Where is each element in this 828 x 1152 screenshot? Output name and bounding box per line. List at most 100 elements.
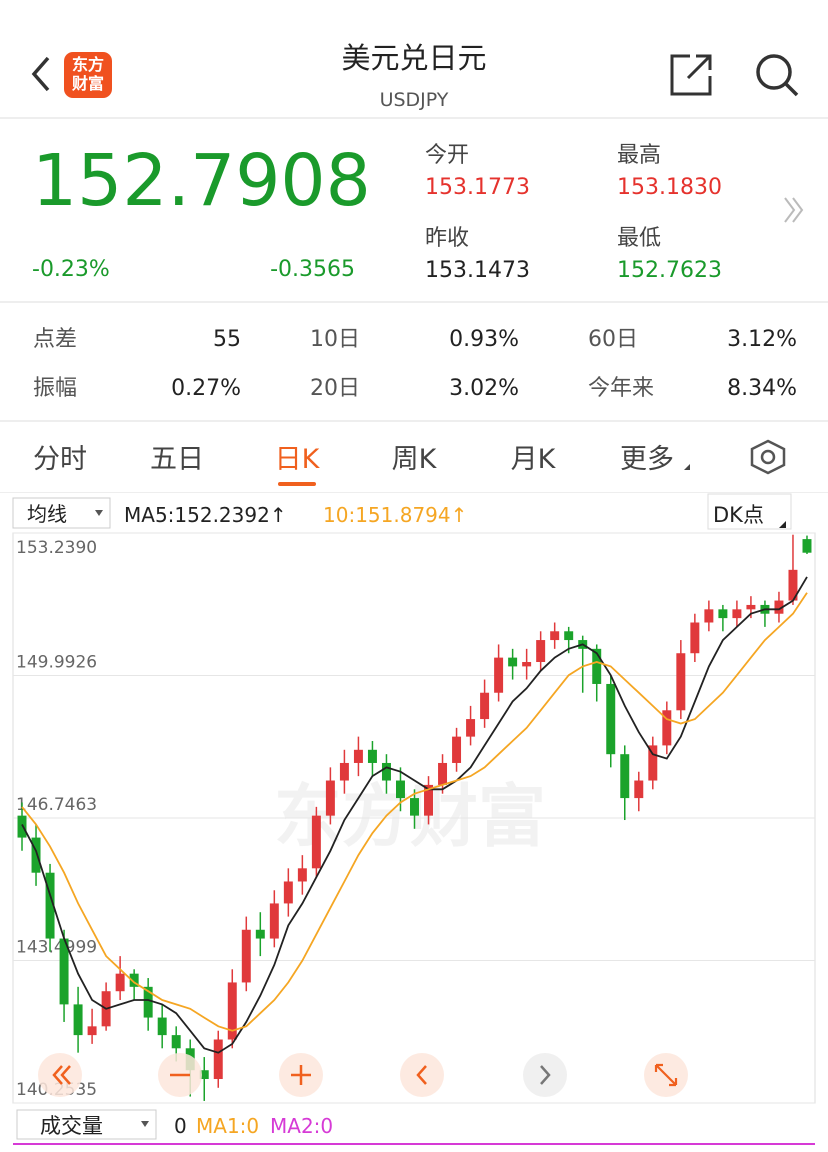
candle-body xyxy=(802,539,812,553)
candle-body xyxy=(480,692,490,720)
mode: DK点 xyxy=(713,503,764,527)
field-value: 153.1830 xyxy=(617,175,722,200)
candle-body xyxy=(227,982,237,1040)
prev-button[interactable] xyxy=(400,1053,444,1097)
logo[interactable] xyxy=(64,52,112,98)
candle-body xyxy=(143,986,153,1018)
mode-button[interactable] xyxy=(707,493,792,530)
volume-label: 成交量 xyxy=(40,1114,103,1138)
tab[interactable]: 更多 xyxy=(620,444,674,475)
ma10-label: 10:151.8794↑ xyxy=(323,503,467,527)
stat-value: 0.93% xyxy=(449,327,519,352)
ma5-label: MA5:152.2392↑ xyxy=(124,503,287,527)
icon xyxy=(291,1065,311,1085)
field-value: 152.7623 xyxy=(617,258,722,283)
candle-body xyxy=(704,609,714,623)
candle-body xyxy=(367,749,377,763)
candle-body xyxy=(564,631,574,641)
icon xyxy=(416,1065,427,1085)
candle-body xyxy=(508,657,518,667)
tab[interactable]: 日K xyxy=(275,444,321,475)
candle-body xyxy=(255,929,265,939)
candle-body xyxy=(494,657,504,693)
candle-body xyxy=(17,815,27,838)
corner-icon xyxy=(779,521,786,528)
share-button[interactable] xyxy=(670,54,712,96)
subtitle: USDJPY xyxy=(380,89,449,111)
volume-line xyxy=(13,1143,815,1145)
candle-body xyxy=(339,762,349,781)
indicator-select[interactable] xyxy=(12,497,111,529)
candle-body xyxy=(297,868,307,882)
candle-body xyxy=(438,762,448,785)
candle-body xyxy=(381,762,391,781)
price: 152.7908 xyxy=(32,139,371,222)
candle-body xyxy=(424,784,434,816)
dropdown-icon xyxy=(95,510,103,516)
volume-select[interactable] xyxy=(16,1109,157,1140)
stat-value: 0.27% xyxy=(171,376,241,401)
indicator: 均线 xyxy=(27,502,67,526)
stats: 点差 55 10日 0.93% 60日 3.12% 振幅 0.27% 20日 3.02% 今年来 8.… xyxy=(33,327,797,401)
expand-arrow[interactable] xyxy=(784,197,804,223)
tab[interactable]: 五日 xyxy=(150,444,204,475)
candle-body xyxy=(620,754,630,799)
candle-body xyxy=(634,780,644,799)
candle-body xyxy=(45,872,55,939)
candle-body xyxy=(213,1039,223,1080)
back-button[interactable] xyxy=(31,56,50,92)
stat-label: 60日 xyxy=(588,327,638,352)
tab[interactable]: 月K xyxy=(511,444,557,475)
overlay-controls xyxy=(38,1053,688,1097)
tab-indicator xyxy=(278,482,316,486)
candle-body xyxy=(59,938,69,1005)
ma-line xyxy=(21,576,808,1054)
logo-text: 东方 xyxy=(72,55,104,74)
volume-ma2: MA2:0 xyxy=(270,1114,333,1138)
icon xyxy=(540,1065,551,1085)
volume-value: 0 xyxy=(174,1114,187,1138)
candle-body xyxy=(241,929,251,983)
tab[interactable]: 周K xyxy=(392,444,438,475)
candle-body xyxy=(606,683,616,755)
divider xyxy=(0,492,828,493)
stat-label: 振幅 xyxy=(33,376,77,401)
candle-body xyxy=(129,973,139,987)
icon xyxy=(52,1065,71,1085)
search-button[interactable] xyxy=(756,54,799,97)
tab[interactable]: 分时 xyxy=(33,444,87,475)
divider xyxy=(0,420,828,422)
stat-value: 55 xyxy=(213,327,241,352)
candle-body xyxy=(283,881,293,904)
candle-body xyxy=(31,837,41,873)
title: 美元兑日元 xyxy=(341,41,486,75)
field-label: 昨收 xyxy=(425,226,469,251)
next-button[interactable] xyxy=(523,1053,567,1097)
candle-body xyxy=(452,736,462,763)
candle-body xyxy=(157,1017,167,1036)
y-tick-label: 153.2390 xyxy=(16,538,97,558)
settings-button[interactable] xyxy=(750,439,786,475)
candle-body xyxy=(648,745,658,781)
candle-body xyxy=(171,1035,181,1049)
field-label: 最低 xyxy=(617,226,661,251)
stat-value: 8.34% xyxy=(727,376,797,401)
tabs: 分时 五日 日K 周K 月K 更多 xyxy=(33,444,690,486)
more-icon xyxy=(684,464,690,470)
stat-label: 10日 xyxy=(310,327,360,352)
ma-line xyxy=(21,592,808,1032)
icon xyxy=(654,1063,678,1087)
candle-body xyxy=(311,815,321,869)
candle-body xyxy=(746,604,756,610)
jump-start-button[interactable] xyxy=(38,1053,82,1097)
candle-body xyxy=(395,780,405,799)
candle-body xyxy=(788,569,798,601)
volume-ma1: MA1:0 xyxy=(196,1114,259,1138)
y-tick-label: 146.7463 xyxy=(16,795,97,815)
candle-body xyxy=(550,631,560,641)
candle-body xyxy=(732,609,742,619)
candle-body xyxy=(522,662,532,667)
candle-body xyxy=(410,798,419,816)
